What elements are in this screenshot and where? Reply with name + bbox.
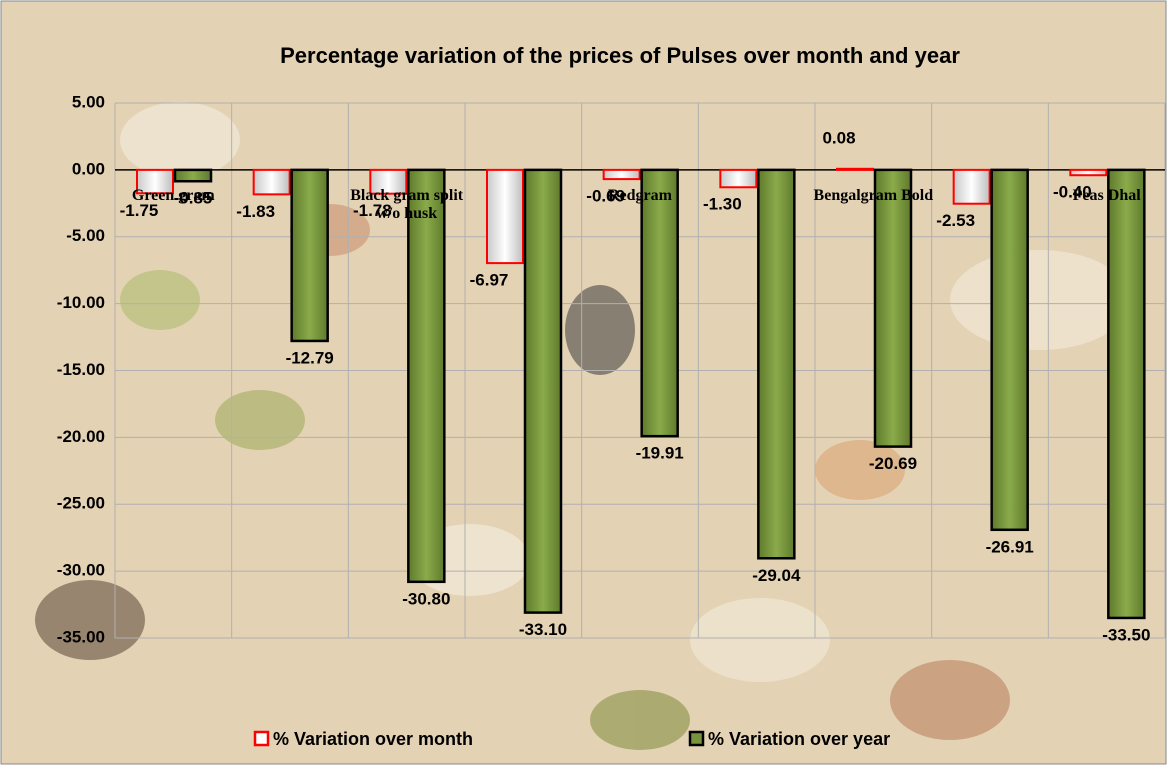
value-label: -19.91 bbox=[636, 444, 684, 463]
y-tick-label: -35.00 bbox=[57, 627, 105, 646]
bar bbox=[487, 170, 523, 263]
bar bbox=[525, 170, 561, 613]
y-tick-label: -10.00 bbox=[57, 293, 105, 312]
legend-swatch bbox=[255, 732, 268, 745]
x-tick-label: Peas Dhal bbox=[1038, 187, 1167, 205]
y-tick-label: -20.00 bbox=[57, 427, 105, 446]
y-tick-label: 0.00 bbox=[72, 159, 105, 178]
value-label: -33.10 bbox=[519, 620, 567, 639]
legend-label: % Variation over year bbox=[708, 729, 890, 749]
y-tick-label: -15.00 bbox=[57, 360, 105, 379]
x-tick-label: Bengalgram Bold bbox=[805, 187, 942, 205]
legend-label: % Variation over month bbox=[273, 729, 473, 749]
bar bbox=[837, 169, 873, 170]
y-tick-label: -30.00 bbox=[57, 561, 105, 580]
x-tick-label: Green gram bbox=[105, 187, 242, 205]
value-label: -1.30 bbox=[703, 195, 742, 214]
bar bbox=[1070, 170, 1106, 175]
value-label: -2.53 bbox=[936, 211, 975, 230]
value-label: -26.91 bbox=[986, 537, 1034, 556]
bar bbox=[292, 170, 328, 341]
value-label: -1.83 bbox=[236, 202, 275, 221]
x-tick-label-box: Peas Dhal bbox=[1038, 187, 1167, 231]
bar bbox=[408, 170, 444, 582]
bar bbox=[1108, 170, 1144, 618]
bar bbox=[720, 170, 756, 187]
bar bbox=[254, 170, 290, 194]
y-tick-label: -25.00 bbox=[57, 494, 105, 513]
chart: Percentage variation of the prices of Pu… bbox=[0, 0, 1167, 765]
value-label: -20.69 bbox=[869, 454, 917, 473]
x-tick-label: Black gram split w/o husk bbox=[338, 187, 475, 223]
value-label: 0.08 bbox=[822, 128, 855, 147]
bar bbox=[175, 170, 211, 181]
value-label: -6.97 bbox=[470, 271, 509, 290]
value-label: -29.04 bbox=[752, 566, 801, 585]
x-tick-label-box: Green gram bbox=[105, 187, 242, 231]
x-tick-label-box: Bengalgram Bold bbox=[805, 187, 942, 231]
value-label: -30.80 bbox=[402, 589, 450, 608]
chart-title: Percentage variation of the prices of Pu… bbox=[280, 43, 960, 68]
bar bbox=[604, 170, 640, 179]
value-label: -33.50 bbox=[1102, 625, 1150, 644]
value-label: -12.79 bbox=[286, 348, 334, 367]
bar bbox=[954, 170, 990, 204]
legend-swatch bbox=[690, 732, 703, 745]
bar bbox=[992, 170, 1028, 530]
x-tick-label: Redgram bbox=[572, 187, 709, 205]
y-tick-label: -5.00 bbox=[66, 226, 105, 245]
x-tick-label-box: Redgram bbox=[572, 187, 709, 231]
bar bbox=[758, 170, 794, 558]
x-tick-label-box: Black gram split w/o husk bbox=[338, 187, 475, 231]
y-tick-label: 5.00 bbox=[72, 92, 105, 111]
